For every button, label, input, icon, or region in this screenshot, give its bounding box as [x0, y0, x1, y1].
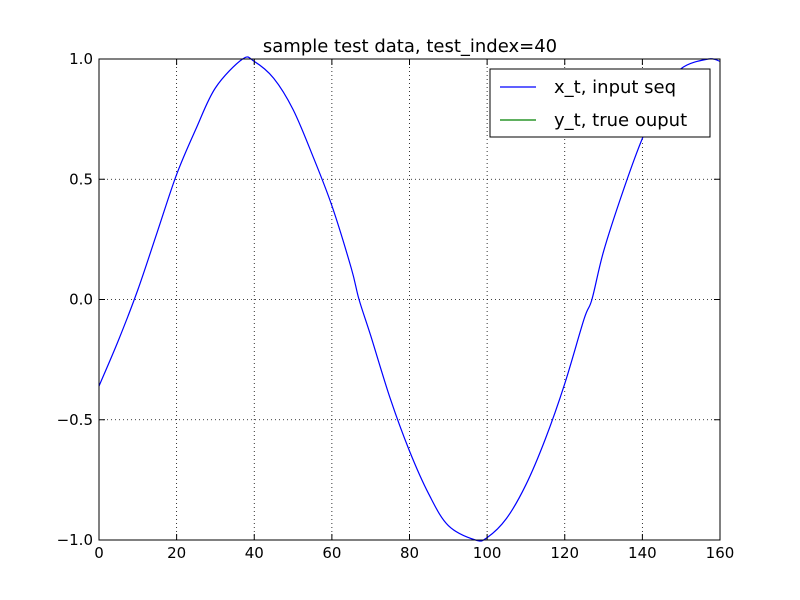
x-tick-label: 40: [245, 544, 264, 562]
legend-label: y_t, true ouput: [554, 110, 687, 131]
x-tick-label: 60: [322, 544, 341, 562]
axis-ticks: 0 20 40 60 80 100 120 140 160 1.0 0.5 0.0 −0.5 −1.0: [57, 50, 735, 562]
chart-title: sample test data, test_index=40: [263, 36, 557, 57]
series-lines: [98, 56, 721, 542]
x-tick-label: 140: [628, 544, 657, 562]
legend-label: x_t, input seq: [554, 77, 676, 98]
x-tick-label: 120: [550, 544, 579, 562]
legend-box: [489, 68, 711, 138]
x-tick-label: 80: [400, 544, 419, 562]
y-tick-label: 1.0: [69, 50, 93, 68]
legend: x_t, input seq y_t, true ouput: [489, 68, 711, 138]
x-tick-label: 20: [167, 544, 186, 562]
y-tick-label: −0.5: [57, 411, 93, 429]
x-tick-label: 160: [706, 544, 735, 562]
y-tick-label: 0.0: [69, 291, 93, 309]
x-tick-label: 0: [94, 544, 104, 562]
y-tick-label: 0.5: [69, 170, 93, 188]
x-tick-label: 100: [473, 544, 502, 562]
series-line: [98, 56, 721, 542]
y-tick-label: −1.0: [57, 531, 93, 549]
